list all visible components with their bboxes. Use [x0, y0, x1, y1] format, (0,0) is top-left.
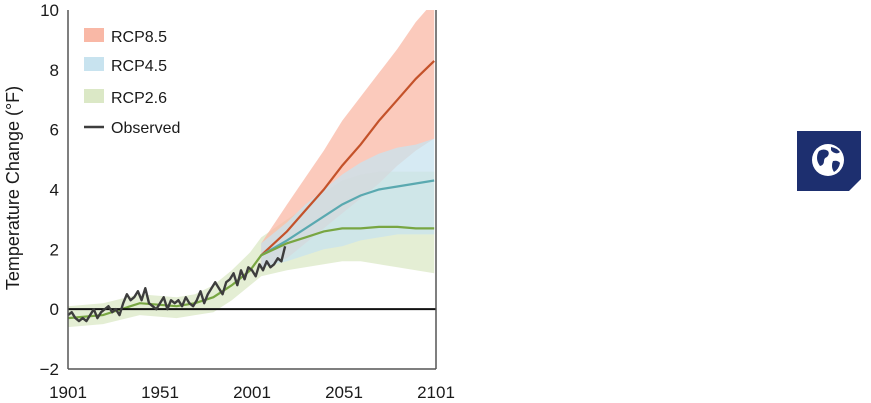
x-tick-labels: 1901 1951 2001 2051 2101 — [49, 383, 455, 402]
line-rcp8-5 — [260, 60, 435, 257]
series-lines — [67, 60, 435, 320]
legend-swatch-rcp2-6 — [84, 89, 104, 103]
y-tick-label: 10 — [40, 1, 59, 20]
band-rcp8-5 — [261, 10, 435, 268]
globe-icon — [812, 144, 844, 176]
y-tick-label: 2 — [50, 240, 59, 259]
legend-label-rcp2-6: RCP2.6 — [111, 90, 167, 107]
line-rcp2-6 — [67, 225, 435, 320]
y-tick-label: 4 — [50, 181, 59, 200]
x-tick-label: 1951 — [141, 383, 179, 402]
globe-badge — [797, 131, 861, 191]
observed-series — [67, 246, 287, 323]
legend-swatch-rcp8-5 — [84, 28, 104, 42]
legend-label-rcp4-5: RCP4.5 — [111, 58, 167, 75]
y-tick-label: 0 — [50, 300, 59, 319]
y-tick-label: 6 — [50, 121, 59, 140]
x-tick-label: 2051 — [325, 383, 363, 402]
axes — [67, 10, 437, 370]
x-tick-label: 2101 — [417, 383, 455, 402]
y-tick-label: −2 — [40, 360, 59, 379]
legend-label-observed: Observed — [111, 120, 180, 137]
y-tick-labels: −2 0 2 4 6 8 10 — [40, 1, 59, 379]
line-observed — [67, 246, 287, 323]
y-axis-title: Temperature Change (°F) — [3, 86, 23, 290]
legend-swatch-rcp4-5 — [84, 57, 104, 71]
uncertainty-bands — [68, 10, 435, 328]
legend-label-rcp8-5: RCP8.5 — [111, 29, 167, 46]
legend: RCP8.5 RCP4.5 RCP2.6 Observed — [84, 28, 180, 137]
x-tick-label: 2001 — [233, 383, 271, 402]
line-rcp4-5 — [260, 179, 435, 257]
x-tick-label: 1901 — [49, 383, 87, 402]
y-tick-label: 8 — [50, 61, 59, 80]
